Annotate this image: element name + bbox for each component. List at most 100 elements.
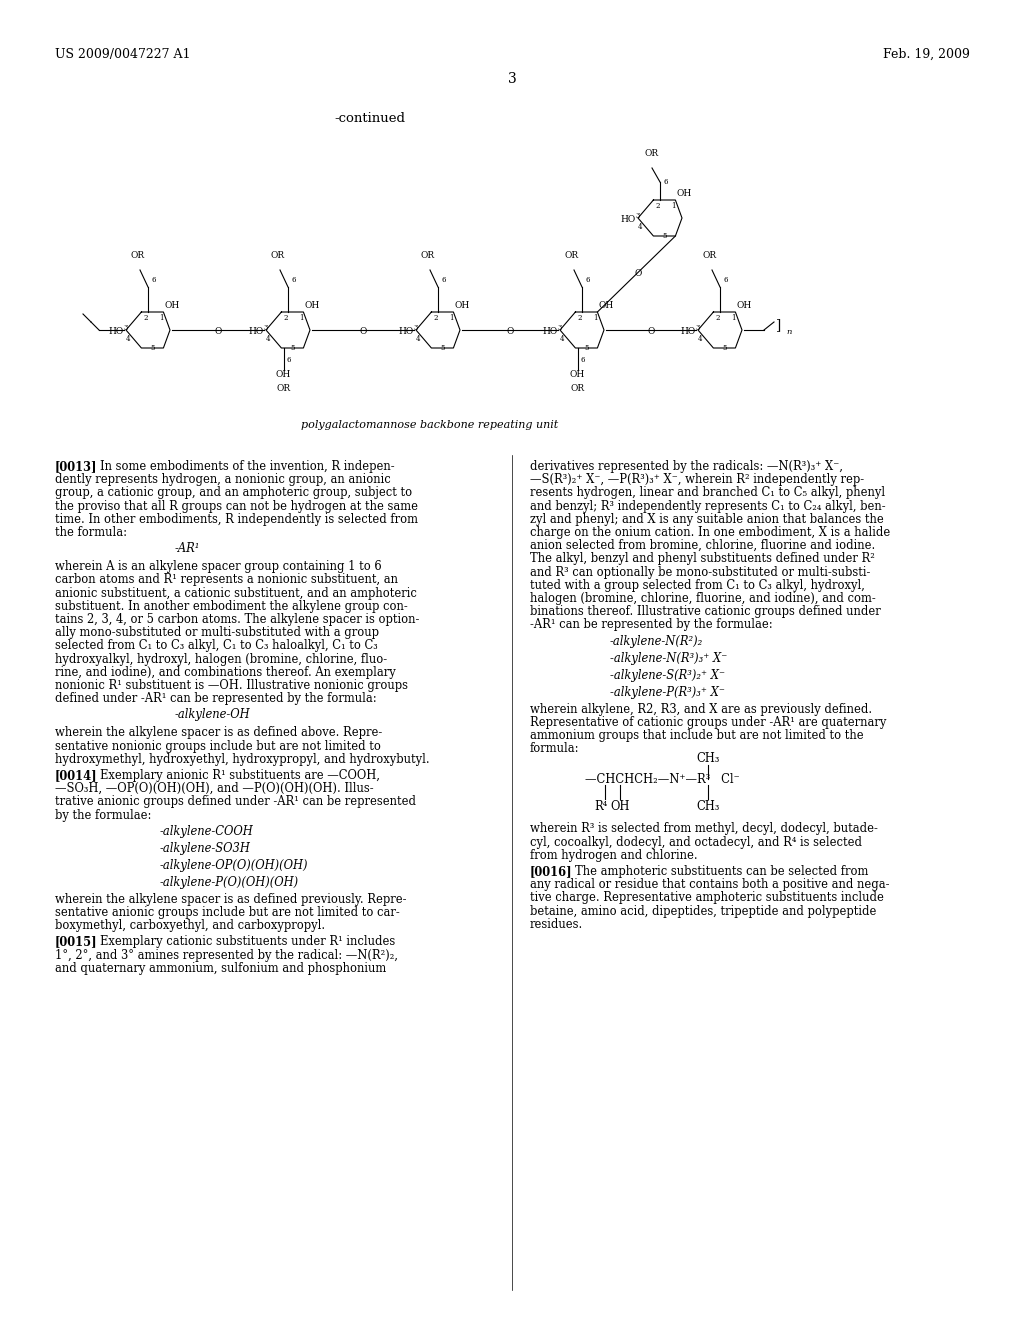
Text: resents hydrogen, linear and branched C₁ to C₅ alkyl, phenyl: resents hydrogen, linear and branched C₁… <box>530 486 885 499</box>
Text: tive charge. Representative amphoteric substituents include: tive charge. Representative amphoteric s… <box>530 891 884 904</box>
Text: -alkylene-OP(O)(OH)(OH): -alkylene-OP(O)(OH)(OH) <box>160 859 308 871</box>
Text: OH: OH <box>165 301 180 310</box>
Text: -alkylene-N(R²)₂: -alkylene-N(R²)₂ <box>610 635 703 648</box>
Text: 6: 6 <box>581 356 585 364</box>
Text: 1: 1 <box>449 314 454 322</box>
Text: [0015]: [0015] <box>55 936 97 948</box>
Text: OH: OH <box>677 189 692 198</box>
Text: wherein the alkylene spacer is as defined previously. Repre-: wherein the alkylene spacer is as define… <box>55 892 407 906</box>
Text: sentative anionic groups include but are not limited to car-: sentative anionic groups include but are… <box>55 906 399 919</box>
Text: Representative of cationic groups under -AR¹ are quaternary: Representative of cationic groups under … <box>530 715 887 729</box>
Text: 6: 6 <box>151 276 156 284</box>
Text: formula:: formula: <box>530 742 580 755</box>
Text: 2: 2 <box>716 314 720 322</box>
Text: 2: 2 <box>284 314 288 322</box>
Text: [0013]: [0013] <box>55 459 97 473</box>
Text: [0016]: [0016] <box>530 865 572 878</box>
Text: -alkylene-OH: -alkylene-OH <box>175 709 251 722</box>
Text: 1: 1 <box>299 314 303 322</box>
Text: 5: 5 <box>722 345 727 352</box>
Text: 6: 6 <box>287 356 291 364</box>
Text: nonionic R¹ substituent is —OH. Illustrative nonionic groups: nonionic R¹ substituent is —OH. Illustra… <box>55 678 408 692</box>
Text: 1: 1 <box>593 314 597 322</box>
Text: defined under -AR¹ can be represented by the formula:: defined under -AR¹ can be represented by… <box>55 692 377 705</box>
Text: O: O <box>635 269 642 279</box>
Text: OR: OR <box>421 251 435 260</box>
Text: boxymethyl, carboxyethyl, and carboxypropyl.: boxymethyl, carboxyethyl, and carboxypro… <box>55 919 326 932</box>
Text: ally mono-substituted or multi-substituted with a group: ally mono-substituted or multi-substitut… <box>55 626 379 639</box>
Text: polygalactomannose backbone repeating unit: polygalactomannose backbone repeating un… <box>301 420 559 430</box>
Text: wherein alkylene, R2, R3, and X are as previously defined.: wherein alkylene, R2, R3, and X are as p… <box>530 702 872 715</box>
Text: substituent. In another embodiment the alkylene group con-: substituent. In another embodiment the a… <box>55 599 408 612</box>
Text: and benzyl; R³ independently represents C₁ to C₂₄ alkyl, ben-: and benzyl; R³ independently represents … <box>530 499 886 512</box>
Text: 6: 6 <box>664 178 669 186</box>
Text: tuted with a group selected from C₁ to C₃ alkyl, hydroxyl,: tuted with a group selected from C₁ to C… <box>530 578 865 591</box>
Text: -AR¹ can be represented by the formulae:: -AR¹ can be represented by the formulae: <box>530 618 773 631</box>
Text: 3: 3 <box>264 325 268 333</box>
Text: charge on the onium cation. In one embodiment, X is a halide: charge on the onium cation. In one embod… <box>530 525 890 539</box>
Text: ]: ] <box>776 318 781 333</box>
Text: O: O <box>359 326 367 335</box>
Text: sentative nonionic groups include but are not limited to: sentative nonionic groups include but ar… <box>55 739 381 752</box>
Text: tains 2, 3, 4, or 5 carbon atoms. The alkylene spacer is option-: tains 2, 3, 4, or 5 carbon atoms. The al… <box>55 612 420 626</box>
Text: US 2009/0047227 A1: US 2009/0047227 A1 <box>55 48 190 61</box>
Text: In some embodiments of the invention, R indepen-: In some embodiments of the invention, R … <box>100 459 394 473</box>
Text: —CHCHCH₂—N⁺—R³   Cl⁻: —CHCHCH₂—N⁺—R³ Cl⁻ <box>585 774 739 785</box>
Text: Feb. 19, 2009: Feb. 19, 2009 <box>883 48 970 61</box>
Text: The amphoteric substituents can be selected from: The amphoteric substituents can be selec… <box>575 865 868 878</box>
Text: the proviso that all R groups can not be hydrogen at the same: the proviso that all R groups can not be… <box>55 499 418 512</box>
Text: OH: OH <box>276 370 291 379</box>
Text: time. In other embodiments, R independently is selected from: time. In other embodiments, R independen… <box>55 512 418 525</box>
Text: 3: 3 <box>558 325 562 333</box>
Text: OH: OH <box>570 370 586 379</box>
Text: -alkylene-P(R³)₃⁺ X⁻: -alkylene-P(R³)₃⁺ X⁻ <box>610 685 725 698</box>
Text: 2: 2 <box>433 314 438 322</box>
Text: -AR¹: -AR¹ <box>175 543 201 556</box>
Text: by the formulae:: by the formulae: <box>55 809 152 821</box>
Text: -alkylene-S(R³)₂⁺ X⁻: -alkylene-S(R³)₂⁺ X⁻ <box>610 669 725 681</box>
Text: anionic substituent, a cationic substituent, and an amphoteric: anionic substituent, a cationic substitu… <box>55 586 417 599</box>
Text: 3: 3 <box>414 325 418 333</box>
Text: OH: OH <box>455 301 470 310</box>
Text: wherein R³ is selected from methyl, decyl, dodecyl, butade-: wherein R³ is selected from methyl, decy… <box>530 822 878 836</box>
Text: and R³ can optionally be mono-substituted or multi-substi-: and R³ can optionally be mono-substitute… <box>530 565 870 578</box>
Text: group, a cationic group, and an amphoteric group, subject to: group, a cationic group, and an amphoter… <box>55 486 412 499</box>
Text: 3: 3 <box>508 73 516 86</box>
Text: betaine, amino acid, dipeptides, tripeptide and polypeptide: betaine, amino acid, dipeptides, tripept… <box>530 904 877 917</box>
Text: HO: HO <box>543 327 558 337</box>
Text: OH: OH <box>736 301 752 310</box>
Text: -alkylene-COOH: -alkylene-COOH <box>160 825 254 838</box>
Text: HO: HO <box>398 327 414 337</box>
Text: selected from C₁ to C₃ alkyl, C₁ to C₃ haloalkyl, C₁ to C₃: selected from C₁ to C₃ alkyl, C₁ to C₃ h… <box>55 639 378 652</box>
Text: OH: OH <box>610 800 630 813</box>
Text: OR: OR <box>131 251 145 260</box>
Text: 6: 6 <box>291 276 296 284</box>
Text: dently represents hydrogen, a nonionic group, an anionic: dently represents hydrogen, a nonionic g… <box>55 473 391 486</box>
Text: -alkylene-N(R³)₃⁺ X⁻: -alkylene-N(R³)₃⁺ X⁻ <box>610 652 727 664</box>
Text: wherein the alkylene spacer is as defined above. Repre-: wherein the alkylene spacer is as define… <box>55 726 382 739</box>
Text: CH₃: CH₃ <box>696 752 720 766</box>
Text: 4: 4 <box>638 223 642 231</box>
Text: binations thereof. Illustrative cationic groups defined under: binations thereof. Illustrative cationic… <box>530 605 881 618</box>
Text: O: O <box>506 326 514 335</box>
Text: -continued: -continued <box>335 112 406 125</box>
Text: HO: HO <box>681 327 696 337</box>
Text: OR: OR <box>645 149 659 158</box>
Text: OR: OR <box>570 384 585 393</box>
Text: 5: 5 <box>290 345 295 352</box>
Text: OH: OH <box>599 301 614 310</box>
Text: Exemplary anionic R¹ substituents are —COOH,: Exemplary anionic R¹ substituents are —C… <box>100 770 380 781</box>
Text: from hydrogen and chlorine.: from hydrogen and chlorine. <box>530 849 697 862</box>
Text: 4: 4 <box>266 335 270 343</box>
Text: and quaternary ammonium, sulfonium and phosphonium: and quaternary ammonium, sulfonium and p… <box>55 962 386 974</box>
Text: O: O <box>214 326 221 335</box>
Text: anion selected from bromine, chlorine, fluorine and iodine.: anion selected from bromine, chlorine, f… <box>530 539 876 552</box>
Text: -alkylene-P(O)(OH)(OH): -alkylene-P(O)(OH)(OH) <box>160 875 299 888</box>
Text: 3: 3 <box>636 213 640 220</box>
Text: HO: HO <box>249 327 264 337</box>
Text: R⁴: R⁴ <box>594 800 607 813</box>
Text: 4: 4 <box>560 335 564 343</box>
Text: rine, and iodine), and combinations thereof. An exemplary: rine, and iodine), and combinations ther… <box>55 665 395 678</box>
Text: 1: 1 <box>731 314 735 322</box>
Text: 4: 4 <box>698 335 702 343</box>
